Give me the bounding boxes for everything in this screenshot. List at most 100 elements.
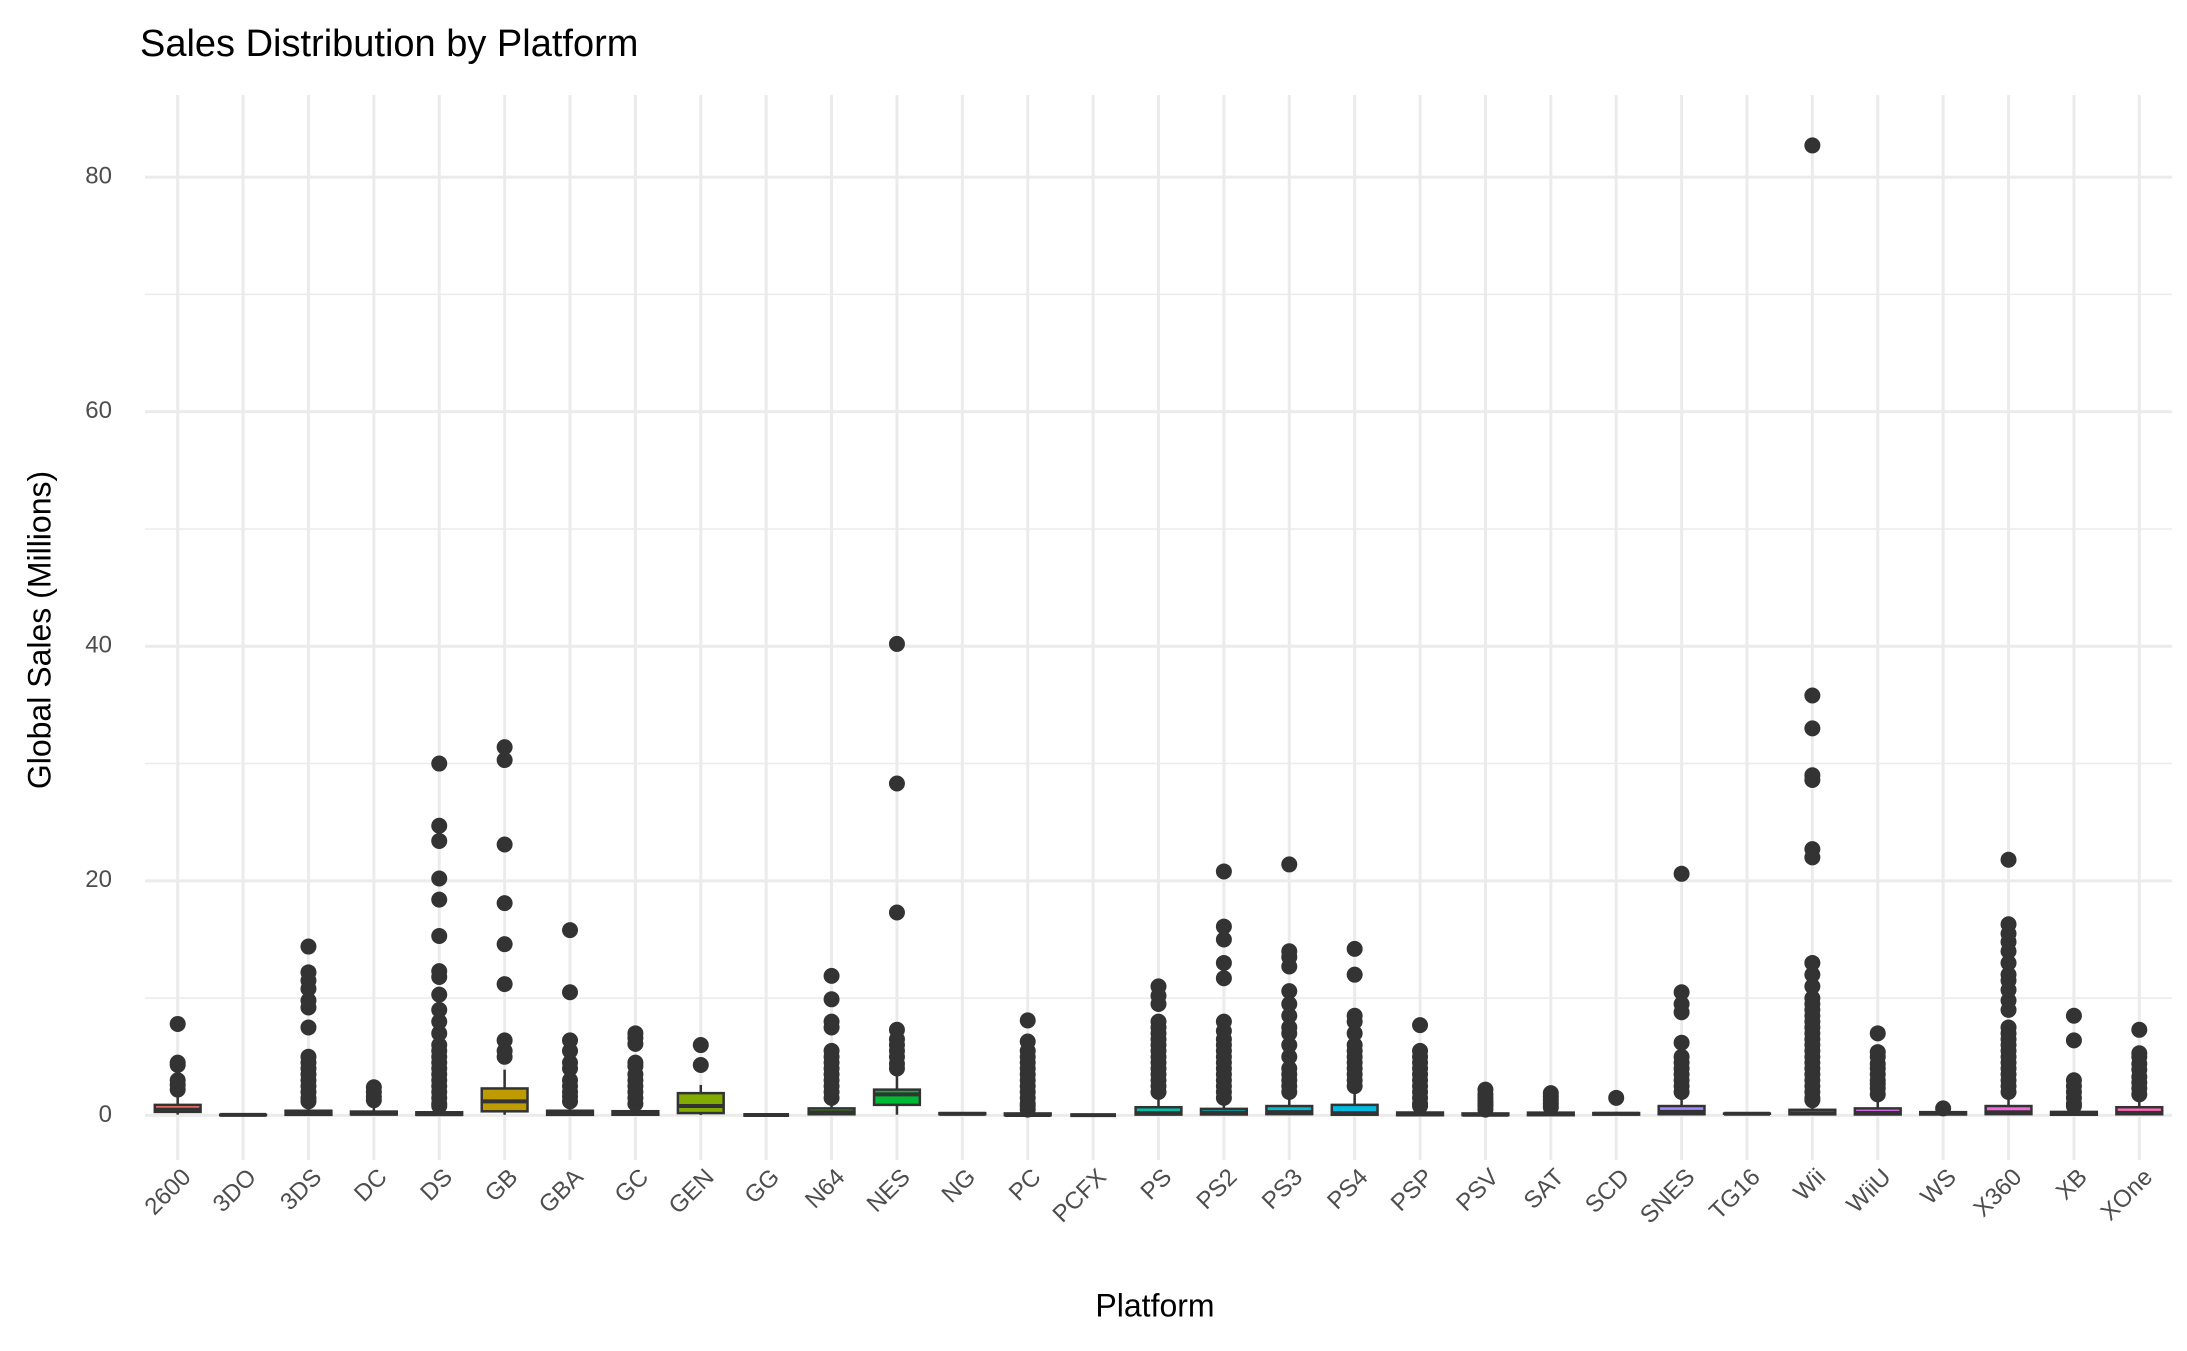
x-tick-label: Wii <box>1788 1164 1831 1207</box>
outlier <box>1215 931 1232 948</box>
outlier <box>431 1037 448 1054</box>
x-tick-label: DC <box>349 1164 393 1208</box>
outlier <box>300 964 317 981</box>
x-tick-label: SAT <box>1519 1163 1570 1214</box>
y-tick-label: 0 <box>99 1101 112 1128</box>
x-tick-label: 3DO <box>208 1164 262 1218</box>
chart-title: Sales Distribution by Platform <box>140 23 638 65</box>
outlier <box>2065 1007 2082 1024</box>
outlier <box>496 936 513 953</box>
y-tick-label: 20 <box>85 866 112 893</box>
outlier <box>1477 1081 1494 1098</box>
x-tick-label: WS <box>1915 1164 1961 1210</box>
outlier <box>1869 1025 1886 1042</box>
x-tick-label: NG <box>937 1164 982 1209</box>
outlier <box>1150 1013 1167 1030</box>
marks <box>153 137 2164 1118</box>
outlier <box>1281 1007 1298 1024</box>
x-tick-label: NES <box>862 1164 916 1218</box>
outlier <box>431 891 448 908</box>
outlier <box>692 1037 709 1054</box>
outlier <box>1673 984 1690 1001</box>
x-tick-label: GG <box>739 1164 784 1209</box>
box <box>676 1091 725 1115</box>
outlier <box>496 1032 513 1049</box>
outlier <box>1346 1007 1363 1024</box>
outlier <box>431 817 448 834</box>
outlier <box>888 635 905 652</box>
outlier <box>1673 996 1690 1013</box>
outlier <box>1804 954 1821 971</box>
outlier <box>562 1072 579 1089</box>
outlier <box>888 904 905 921</box>
outlier <box>1804 720 1821 737</box>
outlier <box>1608 1089 1625 1106</box>
outlier <box>1412 1017 1429 1034</box>
y-tick-label: 40 <box>85 632 112 659</box>
outlier <box>431 1001 448 1018</box>
x-tick-label: PS <box>1135 1164 1177 1206</box>
outlier <box>431 870 448 887</box>
x-tick-label: 2600 <box>140 1164 197 1221</box>
x-tick-label: TG16 <box>1704 1164 1766 1226</box>
outlier <box>1673 1034 1690 1051</box>
x-tick-label: SNES <box>1635 1164 1700 1229</box>
outlier <box>2065 1032 2082 1049</box>
outlier <box>562 922 579 939</box>
outlier <box>1804 137 1821 154</box>
outlier <box>169 1015 186 1032</box>
x-tick-label: 3DS <box>275 1164 327 1216</box>
outlier <box>496 752 513 769</box>
outlier <box>562 1054 579 1071</box>
outlier <box>169 1072 186 1089</box>
outlier <box>562 1032 579 1049</box>
y-tick-label: 80 <box>85 162 112 189</box>
outlier <box>1935 1100 1952 1117</box>
outlier <box>823 1013 840 1030</box>
outlier <box>1804 978 1821 995</box>
outlier <box>169 1054 186 1071</box>
outlier <box>496 836 513 853</box>
outlier <box>1412 1042 1429 1059</box>
outlier <box>1019 1012 1036 1029</box>
outlier <box>431 927 448 944</box>
outlier <box>431 963 448 980</box>
outlier <box>823 991 840 1008</box>
outlier <box>431 1025 448 1042</box>
outlier <box>431 1013 448 1030</box>
y-tick-label: 60 <box>85 397 112 424</box>
outlier <box>431 986 448 1003</box>
outlier <box>2131 1045 2148 1062</box>
outlier <box>1215 954 1232 971</box>
x-tick-label: PSP <box>1386 1164 1439 1217</box>
x-tick-label: PS2 <box>1191 1164 1242 1215</box>
x-tick-label: GC <box>610 1164 655 1209</box>
outlier <box>1346 966 1363 983</box>
outlier <box>496 976 513 993</box>
outlier <box>562 984 579 1001</box>
outlier <box>1346 1025 1363 1042</box>
outlier <box>1804 966 1821 983</box>
y-axis-title: Global Sales (Millions) <box>21 471 57 789</box>
outlier <box>692 1056 709 1073</box>
outlier <box>1804 767 1821 784</box>
outlier <box>1281 1019 1298 1036</box>
x-tick-label: XOne <box>2096 1164 2158 1226</box>
outlier <box>300 992 317 1009</box>
x-tick-label: N64 <box>800 1164 850 1214</box>
outlier <box>2000 916 2017 933</box>
x-tick-label: X360 <box>1969 1164 2028 1223</box>
x-tick-label: XB <box>2051 1164 2093 1206</box>
x-tick-label: PCFX <box>1047 1164 1111 1228</box>
outlier <box>1804 841 1821 858</box>
outlier <box>627 1025 644 1042</box>
outlier <box>823 1042 840 1059</box>
outlier <box>1215 1013 1232 1030</box>
outlier <box>2000 851 2017 868</box>
outlier <box>300 1048 317 1065</box>
outlier <box>2065 1072 2082 1089</box>
outlier <box>300 938 317 955</box>
x-axis-title: Platform <box>1095 1287 1214 1323</box>
outlier <box>1215 863 1232 880</box>
